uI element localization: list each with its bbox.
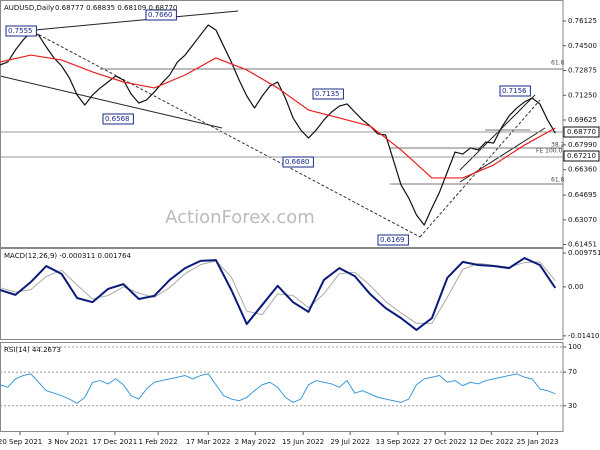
price-label: 0.67210 [567,152,596,160]
y-tick-label: 0.76125 [568,17,597,25]
annotation: 0.6169 [380,236,405,244]
x-tick-label: 20 Sep 2021 [0,438,42,446]
trendline [29,29,421,238]
annotation-box [499,85,531,97]
fib-label: 61.8 [551,60,565,67]
x-tick-label: 2 May 2022 [235,438,276,446]
price-label-box [563,126,600,138]
y-tick-label: 0.67990 [568,141,597,149]
annotation: 0.7135 [315,90,340,98]
y-tick-label: 0.72875 [568,67,597,75]
annotation-box [282,156,314,168]
y-tick-label: 100 [568,343,581,351]
y-tick-label: 0.71250 [568,91,597,99]
annotation-box [102,113,134,125]
y-tick-label: -0.014107 [568,332,600,340]
annotation: 0.7660 [148,11,173,19]
y-tick-label: 0.63070 [568,216,597,224]
y-tick-label: 0.61451 [568,240,597,248]
panel-border [0,248,564,340]
x-tick-label: 15 Jun 2022 [282,438,324,446]
price-label: 0.68770 [567,128,596,136]
annotation: 0.7555 [8,27,33,35]
trendline [0,75,223,129]
x-tick-label: 25 Jan 2023 [517,438,559,446]
panel-title: RSI(14) 44.2673 [4,346,61,354]
trendline [34,10,239,31]
panel-title: AUDUSD,Daily [4,4,54,12]
x-tick-label: 3 Nov 2021 [48,438,88,446]
annotation: 0.6568 [105,115,130,123]
y-tick-label: 0.69625 [568,116,597,124]
series-line [0,257,557,331]
trendline [419,99,541,238]
panel-border [0,0,564,248]
y-tick-label: 0.64695 [568,191,597,199]
y-tick-label: 30 [568,402,577,410]
annotation-box [5,25,37,37]
x-tick-label: 27 Oct 2022 [423,438,466,446]
panel-border [0,342,564,432]
price-label-box [563,150,600,162]
y-tick-label: 0.66360 [568,166,597,174]
x-tick-label: 17 Mar 2022 [186,438,230,446]
series-line [0,373,556,404]
y-tick-label: 0.009751 [568,249,600,257]
annotation-box [145,9,177,21]
annotation: 0.7156 [502,87,527,95]
panel-subtitle: 0.68777 0.68835 0.68109 0.68770 [55,4,177,12]
y-tick-label: 70 [568,368,577,376]
x-tick-label: 1 Feb 2022 [139,438,178,446]
y-tick-label: 0.74500 [568,42,597,50]
watermark: ActionForex.com [165,207,315,228]
series-line [0,54,556,179]
annotation-box [312,88,344,100]
fib-label: 38.2 [551,142,565,149]
annotation: 0.6680 [285,158,310,166]
annotation-box [377,234,409,246]
x-tick-label: 29 Jul 2022 [330,438,370,446]
panel-title: MACD(12,26,9) -0.000311 0.001764 [4,252,131,260]
fib-label: 61.8 [551,177,565,184]
x-tick-label: 17 Dec 2021 [93,438,138,446]
fib-label: FE 100.0 [536,148,563,155]
series-line [0,24,556,226]
x-tick-label: 12 Dec 2022 [469,438,514,446]
series-line [0,260,556,324]
y-tick-label: 0.00 [568,283,584,291]
x-tick-label: 13 Sep 2022 [376,438,420,446]
drawings [0,10,563,238]
